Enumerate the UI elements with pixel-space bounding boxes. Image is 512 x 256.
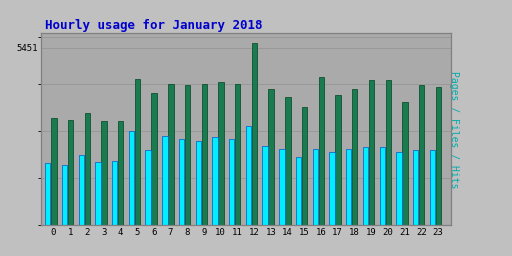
- Bar: [62, 165, 67, 225]
- Bar: [335, 95, 340, 225]
- Bar: [279, 149, 285, 225]
- Bar: [318, 77, 324, 225]
- Bar: [430, 151, 435, 225]
- Bar: [68, 120, 73, 225]
- Bar: [218, 82, 224, 225]
- Bar: [402, 102, 408, 225]
- Bar: [179, 139, 184, 225]
- Bar: [352, 89, 357, 225]
- Bar: [168, 84, 174, 225]
- Bar: [296, 157, 301, 225]
- Bar: [45, 163, 51, 225]
- Bar: [95, 162, 101, 225]
- Bar: [329, 152, 335, 225]
- Bar: [84, 113, 90, 225]
- Bar: [145, 151, 151, 225]
- Bar: [436, 87, 441, 225]
- Bar: [202, 84, 207, 225]
- Y-axis label: Pages / Files / Hits: Pages / Files / Hits: [449, 71, 459, 188]
- Bar: [313, 149, 318, 225]
- Bar: [246, 126, 251, 225]
- Bar: [101, 121, 106, 225]
- Bar: [252, 43, 257, 225]
- Bar: [51, 118, 56, 225]
- Bar: [419, 85, 424, 225]
- Bar: [152, 93, 157, 225]
- Bar: [302, 106, 307, 225]
- Bar: [263, 146, 268, 225]
- Bar: [268, 89, 274, 225]
- Bar: [285, 97, 291, 225]
- Bar: [379, 147, 385, 225]
- Bar: [369, 80, 374, 225]
- Bar: [185, 85, 190, 225]
- Bar: [118, 121, 123, 225]
- Bar: [396, 152, 401, 225]
- Bar: [196, 141, 201, 225]
- Bar: [235, 84, 241, 225]
- Bar: [129, 131, 134, 225]
- Bar: [135, 79, 140, 225]
- Bar: [229, 139, 234, 225]
- Bar: [112, 161, 117, 225]
- Bar: [212, 137, 218, 225]
- Bar: [346, 149, 351, 225]
- Bar: [413, 151, 418, 225]
- Bar: [386, 80, 391, 225]
- Bar: [363, 147, 368, 225]
- Text: Hourly usage for January 2018: Hourly usage for January 2018: [45, 19, 263, 32]
- Bar: [78, 155, 84, 225]
- Bar: [162, 136, 167, 225]
